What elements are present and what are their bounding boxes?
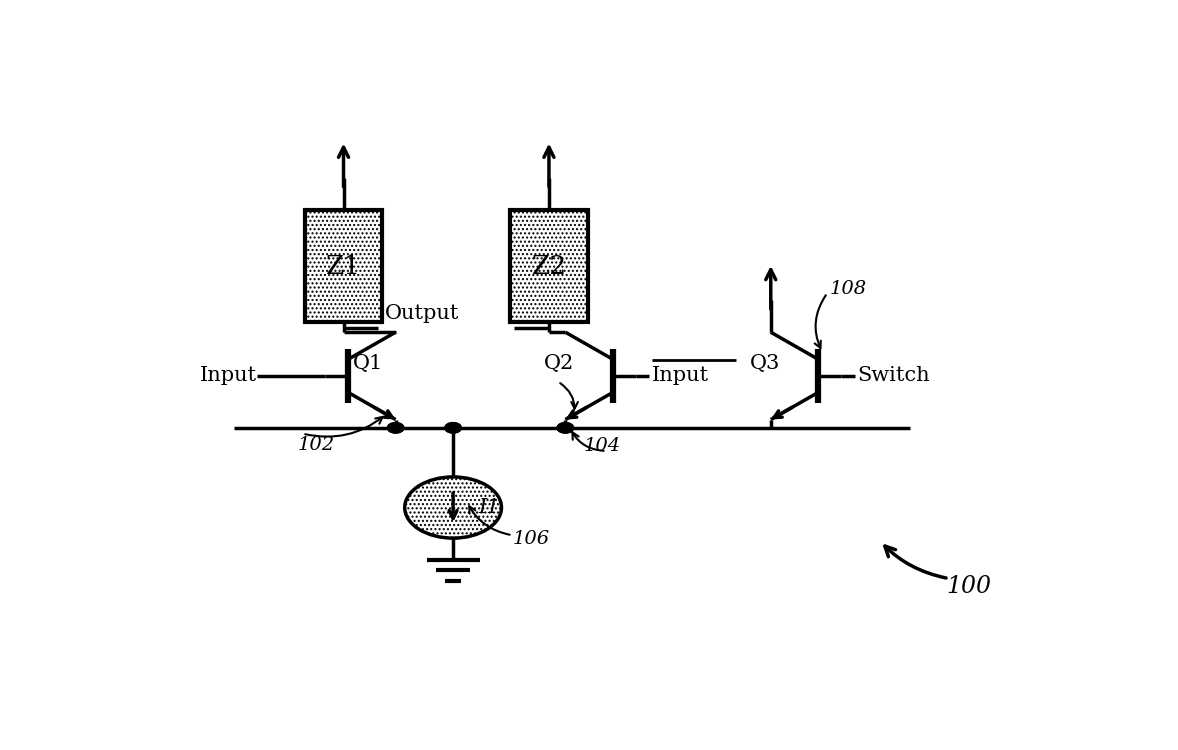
Text: Switch: Switch [858, 366, 931, 386]
Circle shape [388, 423, 404, 433]
Text: 108: 108 [830, 280, 867, 298]
Text: Input: Input [200, 366, 257, 386]
Bar [305, 210, 383, 322]
Text: 104: 104 [583, 436, 621, 454]
Text: I1: I1 [478, 498, 501, 517]
Text: Z2: Z2 [531, 254, 567, 279]
Text: 100: 100 [946, 575, 991, 598]
Circle shape [557, 423, 574, 433]
Text: Z1: Z1 [326, 254, 360, 279]
Text: Output: Output [384, 304, 459, 323]
Text: Q3: Q3 [749, 354, 780, 373]
Text: 102: 102 [298, 436, 335, 454]
Bar [510, 210, 588, 322]
Circle shape [405, 477, 502, 538]
Text: Q2: Q2 [544, 354, 575, 373]
Text: Input: Input [653, 366, 709, 386]
Text: 106: 106 [512, 530, 550, 548]
Text: Q1: Q1 [353, 354, 383, 373]
Circle shape [445, 423, 462, 433]
